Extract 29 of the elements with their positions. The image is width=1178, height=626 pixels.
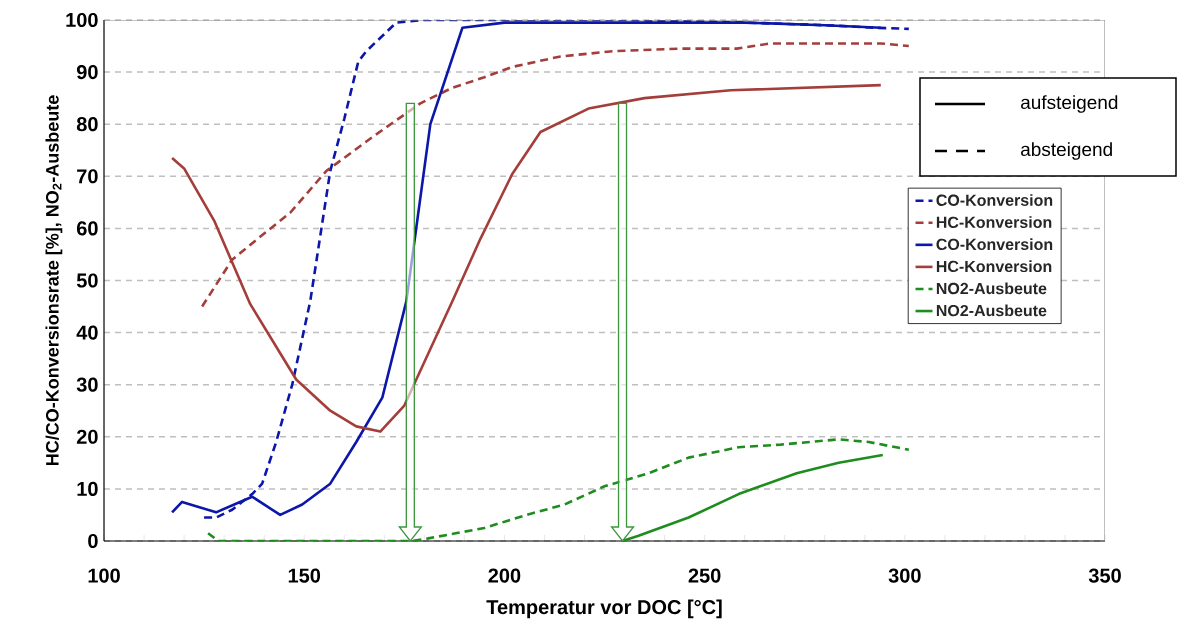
y-tick-label: 60 bbox=[76, 221, 98, 236]
x-tick-label: 250 bbox=[688, 568, 721, 583]
y-tick-label: 50 bbox=[76, 273, 98, 288]
legend-label: HC-Konversion bbox=[936, 260, 1052, 273]
line-series bbox=[206, 438, 911, 541]
legend-label: HC-Konversion bbox=[936, 216, 1052, 228]
legend-label: CO-Konversion bbox=[936, 194, 1053, 206]
x-axis-title: Temperatur vor DOC [°C] bbox=[486, 599, 722, 619]
y-tick-label: 70 bbox=[77, 169, 98, 184]
x-tick-label: 150 bbox=[288, 568, 321, 583]
annotation: aufsteigend bbox=[1021, 95, 1118, 113]
y-axis-title: HC/CO-Konversionsrate [%], NO$_{2}$-Ausbeute bbox=[45, 95, 63, 466]
y-tick-label: 40 bbox=[76, 325, 98, 340]
x-tick-label: 100 bbox=[88, 568, 120, 583]
x-tick-label: 350 bbox=[1088, 568, 1121, 583]
legend-label: CO-Konversion bbox=[936, 238, 1053, 251]
y-tick-label: 0 bbox=[88, 533, 98, 549]
y-tick-label: 90 bbox=[76, 65, 98, 80]
x-tick-label: 300 bbox=[888, 568, 921, 583]
y-tick-label: 30 bbox=[76, 377, 98, 392]
line-series bbox=[621, 453, 885, 541]
legend-label: NO2-Ausbeute bbox=[936, 304, 1047, 317]
y-tick-label: 80 bbox=[76, 117, 98, 132]
y-tick-label: 10 bbox=[77, 481, 98, 496]
y-tick-label: 100 bbox=[66, 12, 98, 28]
legend-label: NO2-Ausbeute bbox=[936, 282, 1047, 295]
x-tick-label: 200 bbox=[488, 568, 521, 583]
annotation: absteigend bbox=[1021, 142, 1112, 160]
y-tick-label: 20 bbox=[76, 429, 98, 444]
